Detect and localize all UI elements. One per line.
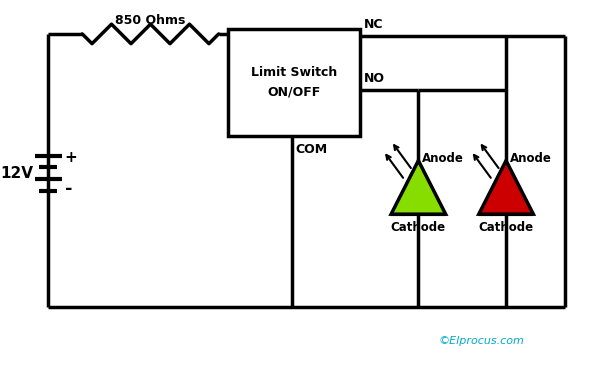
Bar	[229, 29, 360, 136]
Text: NO: NO	[364, 72, 385, 85]
Text: NC: NC	[364, 18, 383, 31]
Polygon shape	[479, 161, 533, 214]
Text: Cathode: Cathode	[478, 221, 533, 234]
Text: 850 Ohms: 850 Ohms	[115, 14, 185, 27]
Text: Limit Switch: Limit Switch	[251, 66, 337, 80]
Text: +: +	[65, 150, 77, 165]
Text: ©Elprocus.com: ©Elprocus.com	[439, 336, 524, 346]
Text: COM: COM	[296, 143, 328, 156]
Text: ON/OFF: ON/OFF	[268, 86, 321, 99]
Text: Cathode: Cathode	[391, 221, 446, 234]
Text: Anode: Anode	[422, 152, 464, 165]
Polygon shape	[391, 161, 446, 214]
Text: 12V: 12V	[1, 166, 34, 181]
Text: -: -	[65, 180, 72, 198]
Text: Anode: Anode	[510, 152, 552, 165]
